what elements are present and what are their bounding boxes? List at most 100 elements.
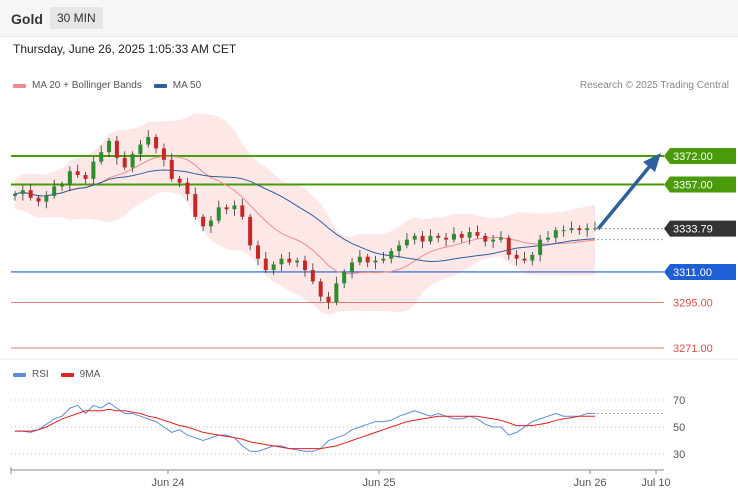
candle <box>60 181 65 192</box>
candles <box>13 130 597 310</box>
candle-body <box>420 235 425 242</box>
candle <box>310 263 315 285</box>
candle-body <box>44 195 49 202</box>
candle-body <box>475 232 480 236</box>
candle <box>350 257 355 279</box>
candle-body <box>146 136 151 145</box>
candle-body <box>451 233 456 240</box>
candle-body <box>310 270 315 282</box>
rsi-line <box>15 402 595 452</box>
candle <box>318 278 323 302</box>
candle <box>248 213 253 251</box>
candle-body <box>373 260 378 263</box>
rsi-ma-swatch-icon <box>60 372 74 377</box>
price-level-labels: 3372.00 3357.00 3311.00 3295.00 3271.00 3333.… <box>597 148 736 355</box>
candle-body <box>255 245 260 259</box>
candle-body <box>498 237 503 240</box>
candle <box>593 221 597 232</box>
candle-body <box>138 144 143 155</box>
candle <box>130 151 135 173</box>
timeframe-button[interactable]: 30 MIN <box>50 7 103 29</box>
candle-body <box>530 254 535 261</box>
candle <box>13 191 17 201</box>
level-label-3295.00: 3295.00 <box>673 297 713 309</box>
candle <box>255 240 260 266</box>
candle <box>420 231 425 249</box>
candle-body <box>467 232 472 238</box>
candle <box>483 232 488 247</box>
time-axis: Jun 24 Jun 25 Jun 26 Jul 10 <box>10 467 671 489</box>
candle-body <box>83 175 88 179</box>
candle-body <box>28 190 33 198</box>
candle-body <box>522 258 527 261</box>
candle <box>169 153 174 182</box>
candle <box>444 232 449 247</box>
candle <box>357 250 362 266</box>
candle <box>365 253 370 268</box>
candle <box>577 225 582 235</box>
candle <box>138 139 143 161</box>
candle <box>569 221 574 233</box>
level-label-3271.00: 3271.00 <box>673 343 713 355</box>
candle-body <box>514 254 519 259</box>
candle <box>75 164 80 178</box>
moving-averages <box>14 155 596 275</box>
candle <box>326 291 331 310</box>
level-label-3311.00: 3311.00 <box>673 267 712 279</box>
research-credit: Research © 2025 Trading Central <box>579 80 729 91</box>
candle-body <box>483 235 488 242</box>
ma20-line <box>14 155 596 275</box>
rsi-ma-line <box>15 408 595 450</box>
rsi-pane: 70 50 30 <box>11 395 685 461</box>
candle-body <box>303 260 307 271</box>
candle <box>561 225 566 237</box>
candle <box>185 177 190 201</box>
candle-body <box>553 230 558 238</box>
candle-body <box>67 171 72 185</box>
candle-body <box>459 233 464 238</box>
symbol-title: Gold <box>11 11 43 27</box>
candle <box>161 143 166 167</box>
candle <box>522 252 527 264</box>
candle-body <box>177 178 182 183</box>
candle-body <box>263 258 268 271</box>
candle-body <box>506 237 511 255</box>
candle <box>83 172 88 184</box>
candle-body <box>491 239 496 242</box>
rsi-legend-label: RSI <box>32 369 49 380</box>
candle <box>146 130 151 148</box>
candle <box>514 250 519 266</box>
candle <box>28 183 33 201</box>
candle-body <box>20 190 25 195</box>
candle <box>467 227 472 245</box>
time-tick-label: Jun 25 <box>362 477 395 489</box>
candle <box>216 200 221 224</box>
ma20-swatch-icon <box>13 83 26 88</box>
rsi-level-label-70: 70 <box>673 395 685 407</box>
candle-body <box>193 194 198 217</box>
candle <box>122 151 127 171</box>
forecast-arrow-icon <box>596 153 661 231</box>
main-legend: MA 20 + Bollinger Bands MA 50 <box>13 80 201 91</box>
candle <box>412 232 417 245</box>
candle-body <box>365 256 370 263</box>
rsi-level-label-30: 30 <box>673 449 685 461</box>
candle <box>91 156 96 186</box>
bollinger-band-area <box>15 113 595 316</box>
candle-body <box>279 258 284 265</box>
candle <box>208 215 213 233</box>
candle <box>397 240 402 258</box>
candle-body <box>342 271 347 284</box>
candle <box>52 179 57 199</box>
candle <box>451 227 456 243</box>
current-price-label: 3333.79 <box>673 224 713 236</box>
candle-body <box>169 159 174 179</box>
candle <box>334 276 339 306</box>
candle-body <box>287 258 292 263</box>
candle-body <box>538 239 543 255</box>
level-tag-3357.00 <box>664 176 736 193</box>
candle <box>373 255 378 270</box>
candle <box>107 137 112 157</box>
candle <box>287 252 292 266</box>
